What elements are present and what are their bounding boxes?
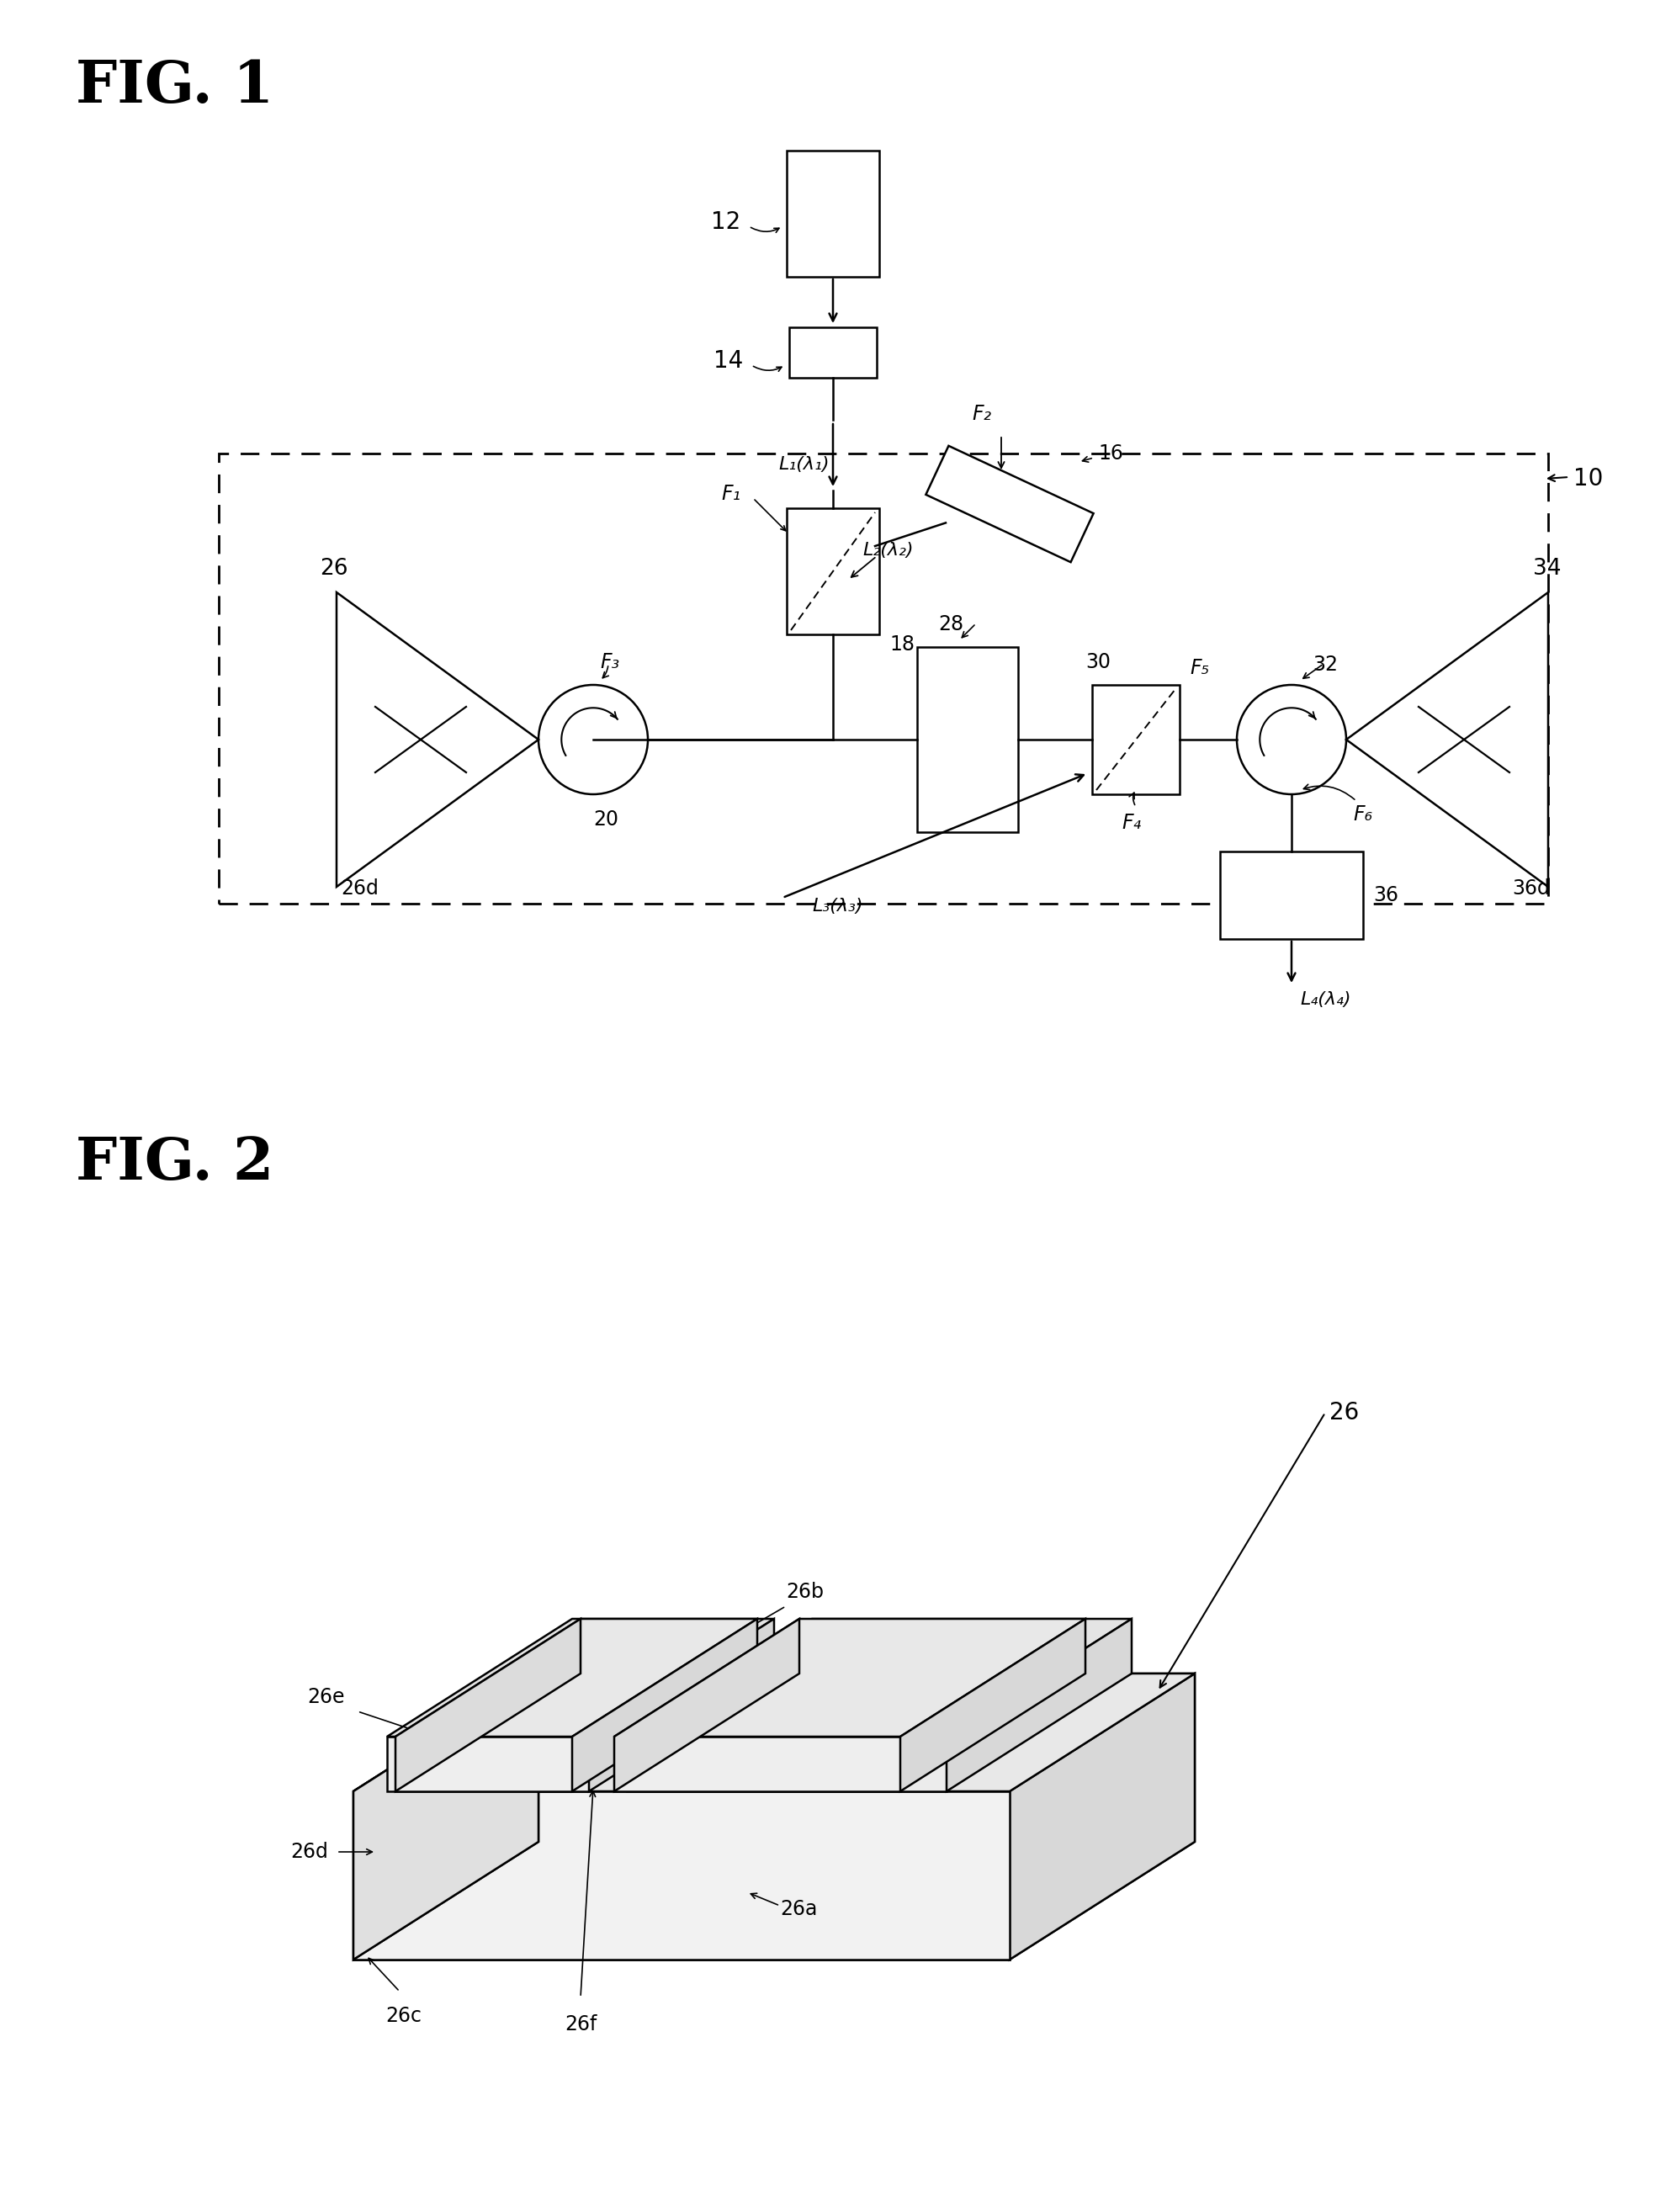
Text: L₄(λ₄): L₄(λ₄) <box>1299 991 1350 1009</box>
Text: 18: 18 <box>889 635 915 655</box>
Polygon shape <box>396 1736 573 1792</box>
Polygon shape <box>396 1619 581 1792</box>
Polygon shape <box>947 1619 1132 1792</box>
Polygon shape <box>387 1619 775 1736</box>
FancyBboxPatch shape <box>1220 852 1364 938</box>
Polygon shape <box>589 1619 775 1792</box>
Text: 26d: 26d <box>290 1843 328 1863</box>
Polygon shape <box>354 1674 538 1960</box>
Text: 14: 14 <box>713 349 743 374</box>
Polygon shape <box>354 1792 1010 1960</box>
Text: F₂: F₂ <box>971 405 991 425</box>
Polygon shape <box>627 1736 947 1792</box>
Text: 26f: 26f <box>564 2015 597 2035</box>
Text: 36: 36 <box>1374 885 1398 905</box>
Polygon shape <box>387 1736 589 1792</box>
Text: 26b: 26b <box>786 1582 824 1601</box>
Text: F₃: F₃ <box>599 653 619 672</box>
Text: 20: 20 <box>592 810 619 830</box>
Text: L₃(λ₃): L₃(λ₃) <box>813 898 862 914</box>
Polygon shape <box>1010 1674 1195 1960</box>
Text: 26: 26 <box>319 557 348 580</box>
Text: F₆: F₆ <box>1352 805 1372 825</box>
FancyBboxPatch shape <box>789 327 877 378</box>
Text: 26c: 26c <box>386 2006 422 2026</box>
Polygon shape <box>900 1619 1086 1792</box>
Polygon shape <box>354 1674 1195 1792</box>
Polygon shape <box>925 447 1094 562</box>
Text: 10: 10 <box>1574 467 1604 491</box>
Text: 32: 32 <box>1312 655 1337 675</box>
Text: 34: 34 <box>1533 557 1561 580</box>
FancyBboxPatch shape <box>786 150 879 276</box>
Text: FIG. 1: FIG. 1 <box>76 58 273 115</box>
Polygon shape <box>1010 1674 1195 1960</box>
Text: 26e: 26e <box>308 1688 344 1708</box>
Polygon shape <box>614 1619 1086 1736</box>
Text: 26a: 26a <box>780 1900 818 1920</box>
Polygon shape <box>573 1619 758 1792</box>
FancyBboxPatch shape <box>786 509 879 635</box>
Polygon shape <box>627 1619 1132 1736</box>
Polygon shape <box>354 1674 1195 1792</box>
Text: 30: 30 <box>1086 653 1111 672</box>
Polygon shape <box>354 1792 1010 1960</box>
Text: L₁(λ₁): L₁(λ₁) <box>778 456 829 473</box>
FancyBboxPatch shape <box>1092 686 1180 794</box>
Text: FIG. 2: FIG. 2 <box>76 1135 273 1192</box>
Polygon shape <box>614 1736 900 1792</box>
Polygon shape <box>354 1674 538 1960</box>
Text: F₁: F₁ <box>722 484 740 504</box>
FancyBboxPatch shape <box>917 648 1018 832</box>
Text: 26d: 26d <box>341 878 379 898</box>
Text: 12: 12 <box>710 210 740 234</box>
Polygon shape <box>396 1619 758 1736</box>
Text: F₅: F₅ <box>1190 657 1210 679</box>
Text: L₂(λ₂): L₂(λ₂) <box>862 542 914 560</box>
Text: 16: 16 <box>1097 442 1124 465</box>
Text: 26: 26 <box>1329 1400 1359 1425</box>
Text: F₄: F₄ <box>1122 812 1142 834</box>
Polygon shape <box>614 1619 799 1792</box>
Text: 28: 28 <box>938 615 963 635</box>
Text: 36d: 36d <box>1513 878 1549 898</box>
